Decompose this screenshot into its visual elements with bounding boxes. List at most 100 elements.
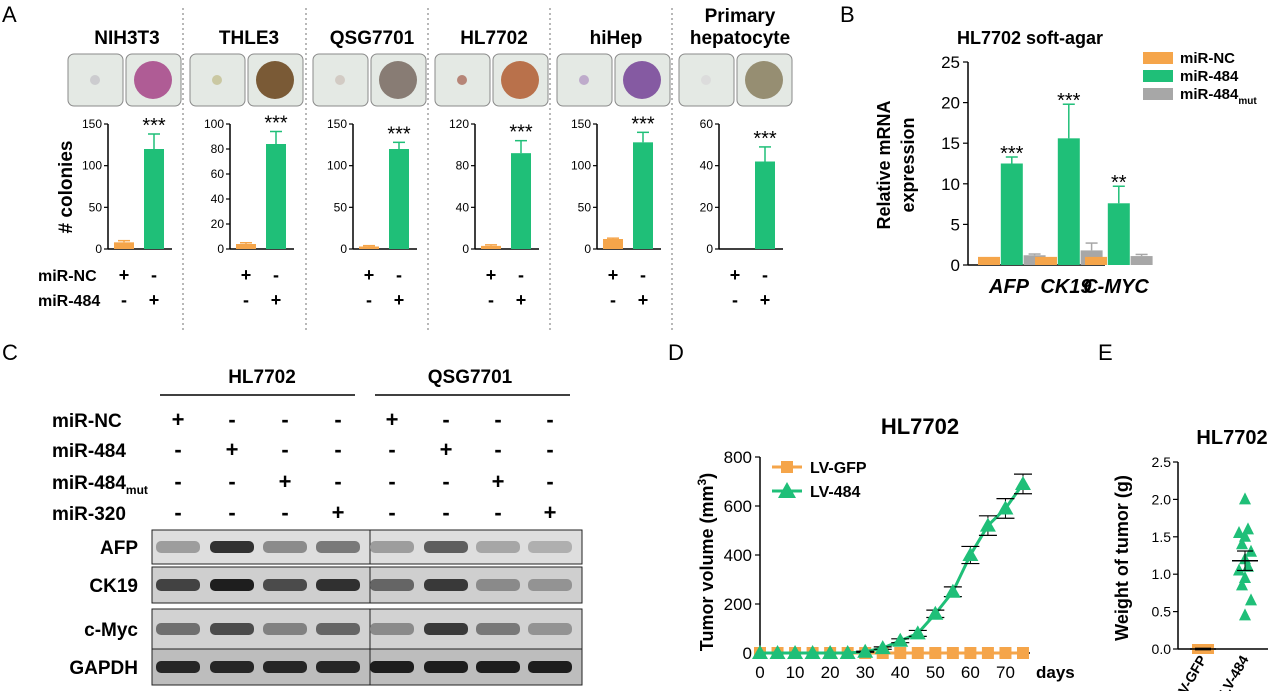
y-tick-label: 0 bbox=[584, 242, 591, 256]
bar-afp-1 bbox=[1000, 163, 1023, 265]
data-point bbox=[929, 647, 942, 659]
y-tick-label: 40 bbox=[700, 159, 714, 173]
panel-e-tumor-weight: HL7702 Weight of tumor (g) 0.0 0.5 1.0 1.5 2.0… bbox=[1112, 427, 1268, 691]
legend-label: LV-484 bbox=[810, 484, 861, 501]
bar-afp-2 bbox=[1023, 255, 1046, 265]
condition-label-main: miR-484 bbox=[52, 473, 126, 494]
y-tick-label: 0 bbox=[462, 242, 469, 256]
sign-mir-484: - bbox=[610, 290, 616, 310]
blot-band bbox=[156, 541, 200, 553]
y-tick-label: 60 bbox=[700, 117, 714, 131]
cell-title-line: hepatocyte bbox=[690, 28, 790, 49]
data-point bbox=[927, 605, 944, 620]
cell-title: HL7702 bbox=[460, 28, 528, 49]
data-point bbox=[1239, 608, 1251, 621]
sign-mir-484: - bbox=[732, 290, 738, 310]
blot-label: GAPDH bbox=[69, 658, 138, 679]
y-tick-label: 0 bbox=[706, 242, 713, 256]
data-point bbox=[822, 645, 839, 659]
data-point bbox=[997, 500, 1014, 515]
blot-band bbox=[424, 661, 468, 673]
data-point bbox=[892, 632, 909, 647]
series-line-lv-484 bbox=[760, 483, 1025, 655]
panel-b-mrna-expression: HL7702 soft-agar Relative mRNA expression 0… bbox=[874, 28, 1257, 298]
bar-mir-nc bbox=[481, 245, 501, 249]
sign-mir-nc: + bbox=[241, 265, 252, 285]
lane-sign: - bbox=[228, 500, 235, 525]
significance-label: *** bbox=[1057, 90, 1081, 112]
data-point bbox=[981, 647, 994, 659]
blot-band bbox=[156, 579, 200, 591]
lane-sign: - bbox=[546, 437, 553, 462]
blot-band bbox=[528, 661, 572, 673]
lane-sign: - bbox=[546, 407, 553, 432]
data-point bbox=[1236, 537, 1248, 550]
colony-1 bbox=[256, 61, 294, 99]
blot-band bbox=[370, 623, 414, 635]
y-tick-label: 0 bbox=[95, 242, 102, 256]
significance-label: *** bbox=[264, 113, 288, 135]
condition-label-main: miR-484 bbox=[52, 441, 126, 462]
data-point bbox=[769, 645, 786, 659]
lane-sign: - bbox=[334, 437, 341, 462]
colony-0 bbox=[701, 75, 711, 85]
lane-sign: - bbox=[281, 407, 288, 432]
bar-mir-484 bbox=[389, 149, 409, 249]
condition-label-main: miR-NC bbox=[52, 411, 122, 432]
blot-label: AFP bbox=[100, 538, 138, 559]
blot-band bbox=[528, 579, 572, 591]
data-point bbox=[1245, 593, 1257, 606]
data-point bbox=[911, 647, 924, 659]
significance-label: *** bbox=[1000, 143, 1024, 165]
blot-band bbox=[476, 661, 520, 673]
lane-sign: + bbox=[386, 407, 399, 432]
bar-c-myc-1 bbox=[1107, 203, 1130, 265]
legend-label: miR-NC bbox=[1180, 50, 1235, 67]
condition-label: miR-484 bbox=[52, 441, 126, 462]
y-tick-label: 40 bbox=[456, 200, 470, 214]
y-tick-label: 150 bbox=[82, 117, 102, 131]
sign-mir-nc: + bbox=[730, 265, 741, 285]
y-tick-label: 80 bbox=[211, 142, 225, 156]
lane-sign: - bbox=[494, 407, 501, 432]
chart-title: HL7702 bbox=[881, 414, 959, 439]
sign-mir-nc: - bbox=[151, 265, 157, 285]
condition-label: miR-NC bbox=[52, 411, 122, 432]
bar-mir-484 bbox=[755, 161, 775, 249]
sign-mir-nc: - bbox=[518, 265, 524, 285]
bar-mir-484 bbox=[266, 144, 286, 249]
y-tick-label: 0 bbox=[951, 256, 960, 275]
sign-mir-nc: - bbox=[762, 265, 768, 285]
lane-sign: - bbox=[494, 500, 501, 525]
bar-afp-0 bbox=[978, 256, 1000, 265]
significance-label: ** bbox=[1111, 172, 1127, 194]
blot-band bbox=[210, 541, 254, 553]
condition-label: miR-484mut bbox=[52, 473, 148, 497]
cell-title: hiHep bbox=[590, 28, 643, 49]
significance-label: *** bbox=[387, 123, 411, 145]
legend-marker bbox=[781, 461, 793, 473]
blot-band bbox=[263, 579, 307, 591]
bar-mir-nc bbox=[236, 244, 256, 249]
group-label: LV-GFP bbox=[1171, 653, 1210, 691]
blot-band bbox=[370, 541, 414, 553]
y-tick-label: 50 bbox=[89, 200, 103, 214]
blot-band bbox=[424, 541, 468, 553]
blot-band bbox=[528, 623, 572, 635]
y-tick-label: 40 bbox=[211, 192, 225, 206]
y-tick-label: 0.5 bbox=[1152, 604, 1172, 620]
y-axis-label-line2: expression bbox=[898, 117, 918, 212]
y-tick-label: 0 bbox=[340, 242, 347, 256]
lane-sign: - bbox=[388, 469, 395, 494]
legend-label-main: miR-NC bbox=[1180, 50, 1235, 67]
bar-mir-nc bbox=[114, 242, 134, 249]
y-axis-label: Tumor volume (mm3) bbox=[695, 473, 717, 651]
lane-sign: - bbox=[281, 437, 288, 462]
y-tick-label: 100 bbox=[204, 117, 224, 131]
y-tick-label: 80 bbox=[456, 159, 470, 173]
bar-c-myc-0 bbox=[1085, 256, 1107, 265]
blot-band bbox=[424, 623, 468, 635]
category-label-c-myc: C-MYC bbox=[1083, 276, 1149, 298]
blot-band bbox=[316, 661, 360, 673]
lane-sign: - bbox=[174, 437, 181, 462]
